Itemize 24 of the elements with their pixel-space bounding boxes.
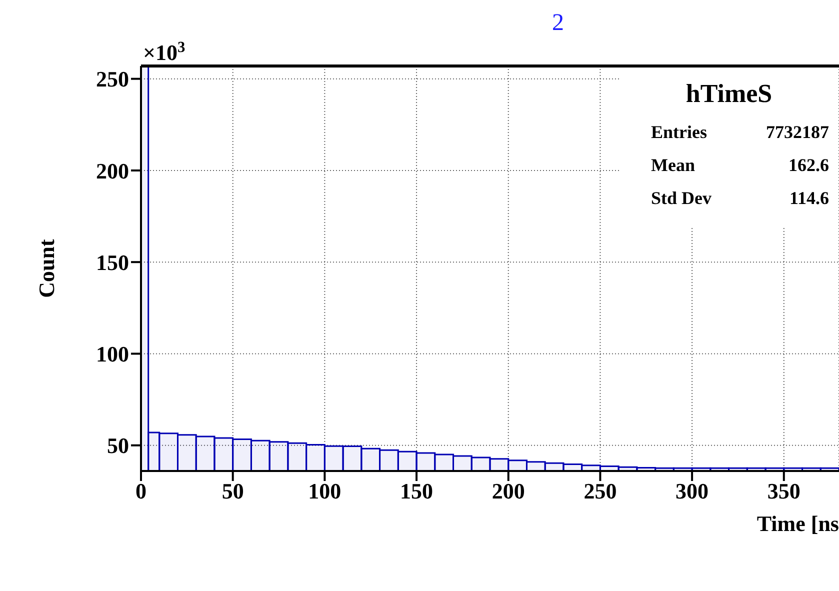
x-tick-label: 250 xyxy=(584,478,617,504)
x-tick-label: 50 xyxy=(222,478,244,504)
y-tick-label: 150 xyxy=(96,250,129,275)
annotation: 7732187 xyxy=(766,122,829,142)
annotation: Entries xyxy=(651,122,707,142)
x-tick-label: 150 xyxy=(400,478,434,504)
y-axis-title: Count xyxy=(34,238,59,298)
x-tick-label: 200 xyxy=(492,478,525,504)
y-tick-label: 100 xyxy=(96,342,129,367)
annotation: Std Dev xyxy=(651,188,712,208)
text: ×10$^{3}$ xyxy=(143,38,186,65)
x-tick-label: 100 xyxy=(308,478,342,504)
x-tick-label: 300 xyxy=(676,478,709,504)
y-tick-label: 250 xyxy=(96,66,129,92)
x-axis-title: Time [ns xyxy=(756,511,839,536)
chart-title: 2 xyxy=(552,10,564,36)
annotation: hTimeS xyxy=(686,79,772,108)
annotation: Mean xyxy=(651,155,695,175)
annotation: 114.6 xyxy=(789,188,829,208)
x-tick-label: 0 xyxy=(136,478,146,504)
y-tick-label: 200 xyxy=(96,158,129,184)
y-tick-label: 50 xyxy=(107,433,129,458)
x-tick-label: 350 xyxy=(767,478,800,504)
annotation: 162.6 xyxy=(788,155,829,175)
